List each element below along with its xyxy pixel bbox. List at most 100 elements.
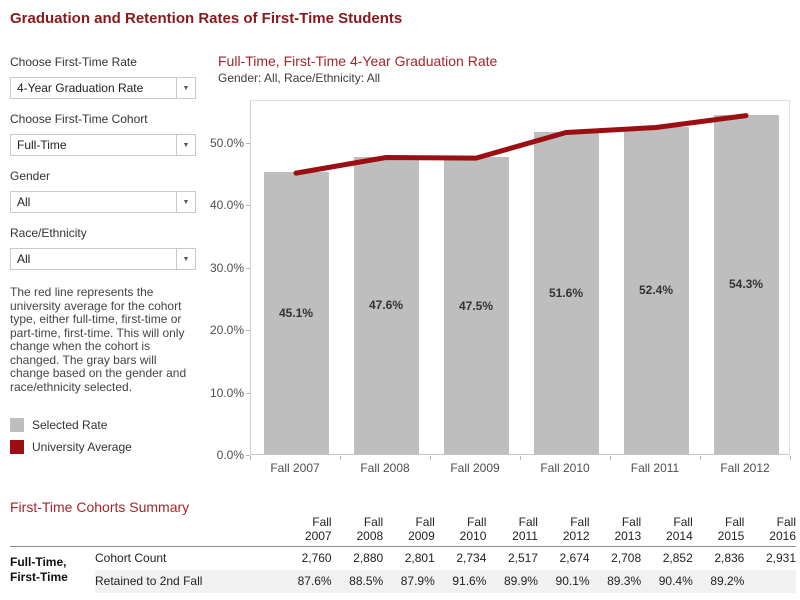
- filter-label-gender: Gender: [10, 169, 51, 183]
- x-axis-tick: [250, 456, 251, 460]
- summary-table-title: First-Time Cohorts Summary: [10, 499, 190, 515]
- x-axis-tick: [790, 456, 791, 460]
- y-axis-label: 40.0%: [209, 198, 244, 212]
- bar-fall-2011[interactable]: [623, 126, 689, 454]
- cohort-dropdown-value: Full-Time: [17, 138, 67, 152]
- chart-subtitle: Gender: All, Race/Ethnicity: All: [218, 71, 381, 85]
- y-axis-tick: [246, 267, 250, 269]
- y-axis-tick: [246, 392, 250, 394]
- filter-group-gender: Gender All ▼: [10, 169, 196, 213]
- retained-value: 88.5%: [331, 569, 384, 593]
- x-axis-label: Fall 2008: [360, 461, 410, 475]
- y-axis-label: 0.0%: [216, 448, 244, 462]
- x-axis-label: Fall 2011: [630, 461, 680, 475]
- bar-fall-2008[interactable]: [353, 156, 419, 454]
- cohort-count-value: 2,708: [611, 551, 642, 566]
- rate-dropdown-value: 4-Year Graduation Rate: [17, 81, 144, 95]
- x-axis-tick: [700, 456, 701, 460]
- y-axis-label: 30.0%: [209, 260, 244, 275]
- filter-label-rate: Choose First-Time Rate: [10, 55, 137, 69]
- x-axis-tick: [340, 456, 341, 460]
- bar-value-label: 54.3%: [728, 277, 764, 292]
- bar-fall-2009[interactable]: [443, 157, 509, 454]
- retained-value: 87.6%: [280, 569, 332, 593]
- ethnicity-dropdown-value: All: [17, 252, 31, 266]
- column-header-fall-2008: Fall 2008: [331, 515, 384, 547]
- bar-value-label: 51.6%: [548, 285, 584, 300]
- cohort-count-value: 2,801: [404, 551, 435, 566]
- chevron-down-icon[interactable]: ▼: [176, 135, 195, 155]
- x-axis-label: Fall 2007: [270, 461, 320, 475]
- column-header-fall-2010: Fall 2010: [434, 515, 487, 547]
- column-header-fall-2014: Fall 2014: [641, 515, 693, 547]
- y-axis-label: 20.0%: [209, 323, 244, 337]
- filter-label-ethnicity: Race/Ethnicity: [10, 226, 87, 240]
- x-axis-tick: [520, 456, 521, 460]
- header-spacer: [10, 515, 95, 547]
- retained-value: 89.9%: [486, 569, 538, 593]
- gender-dropdown-value: All: [17, 195, 31, 209]
- cohort-count-value: 2,880: [353, 551, 384, 566]
- chevron-down-icon[interactable]: ▼: [176, 78, 195, 98]
- chevron-down-icon[interactable]: ▼: [176, 192, 195, 212]
- filter-label-cohort: Choose First-Time Cohort: [10, 112, 148, 126]
- retained-value: 87.9%: [383, 569, 435, 593]
- filters-sidebar: Choose First-Time Rate 4-Year Graduation…: [10, 55, 196, 462]
- y-axis-label: 10.0%: [209, 385, 244, 400]
- column-header-fall-2007: Fall 2007: [280, 515, 332, 547]
- retained-value: 89.2%: [692, 569, 745, 593]
- ethnicity-dropdown[interactable]: All ▼: [10, 248, 196, 270]
- retained-value: 91.6%: [434, 569, 487, 593]
- cohort-count-value: 2,931: [765, 551, 796, 566]
- y-axis-tick: [246, 330, 250, 331]
- cohorts-summary-table: Fall 2007 Fall 2008 Fall 2009 Fall 2010 Fall 2011…: [10, 515, 796, 593]
- selected-rate-swatch-icon: [10, 418, 24, 432]
- y-axis-tick: [246, 455, 250, 456]
- cohort-count-value: 2,836: [714, 551, 745, 566]
- cohort-dropdown[interactable]: Full-Time ▼: [10, 134, 196, 156]
- x-axis-label: Fall 2010: [540, 461, 590, 475]
- y-axis-label: 50.0%: [209, 135, 244, 150]
- bar-value-label: 47.5%: [458, 298, 494, 313]
- bar-fall-2010[interactable]: [533, 131, 599, 454]
- chart-legend: Selected Rate University Average: [10, 418, 196, 454]
- chart-title: Full-Time, First-Time 4-Year Graduation …: [218, 53, 498, 69]
- cohort-count-value: 2,852: [662, 551, 693, 566]
- header-spacer: [95, 515, 280, 547]
- row-group-label: Full-Time, First-Time: [10, 554, 68, 584]
- legend-item-selected-rate: Selected Rate: [10, 418, 196, 432]
- filter-group-ethnicity: Race/Ethnicity All ▼: [10, 226, 196, 270]
- cohort-count-value: 2,517: [507, 551, 538, 566]
- rate-dropdown[interactable]: 4-Year Graduation Rate ▼: [10, 77, 196, 99]
- row-label-cohort-count: Cohort Count: [95, 551, 167, 566]
- x-axis-tick: [610, 456, 611, 460]
- x-axis-label: Fall 2012: [720, 461, 770, 475]
- column-header-fall-2011: Fall 2011: [486, 515, 538, 547]
- graduation-rate-chart: 45.1% 47.6% 47.5% 51.6% 52.4% 54.3%: [250, 100, 790, 455]
- university-average-swatch-icon: [10, 440, 24, 454]
- chevron-down-icon[interactable]: ▼: [176, 249, 195, 269]
- column-header-fall-2013: Fall 2013: [589, 515, 642, 547]
- legend-item-university-average: University Average: [10, 440, 196, 454]
- gender-dropdown[interactable]: All ▼: [10, 191, 196, 213]
- filter-group-cohort: Choose First-Time Cohort Full-Time ▼: [10, 112, 196, 156]
- row-label-retained: Retained to 2nd Fall: [95, 569, 280, 593]
- y-axis-tick: [246, 205, 250, 206]
- university-average-line[interactable]: [251, 101, 791, 456]
- bar-fall-2007[interactable]: [263, 172, 329, 454]
- column-header-fall-2016: Fall 2016: [744, 515, 796, 547]
- bar-value-label: 45.1%: [278, 306, 314, 321]
- bar-value-label: 52.4%: [638, 283, 674, 298]
- retained-value: 89.3%: [589, 569, 642, 593]
- column-header-fall-2015: Fall 2015: [692, 515, 745, 547]
- cohort-count-value: 2,734: [456, 551, 487, 566]
- legend-label: Selected Rate: [32, 418, 108, 432]
- x-axis-tick: [430, 456, 431, 460]
- page-title: Graduation and Retention Rates of First-…: [10, 10, 403, 27]
- cohort-count-value: 2,760: [301, 551, 332, 566]
- y-axis-tick: [246, 142, 250, 144]
- bar-value-label: 47.6%: [368, 298, 404, 313]
- chart-description: The red line represents the university a…: [10, 285, 187, 394]
- legend-label: University Average: [32, 440, 132, 454]
- column-header-fall-2009: Fall 2009: [383, 515, 435, 547]
